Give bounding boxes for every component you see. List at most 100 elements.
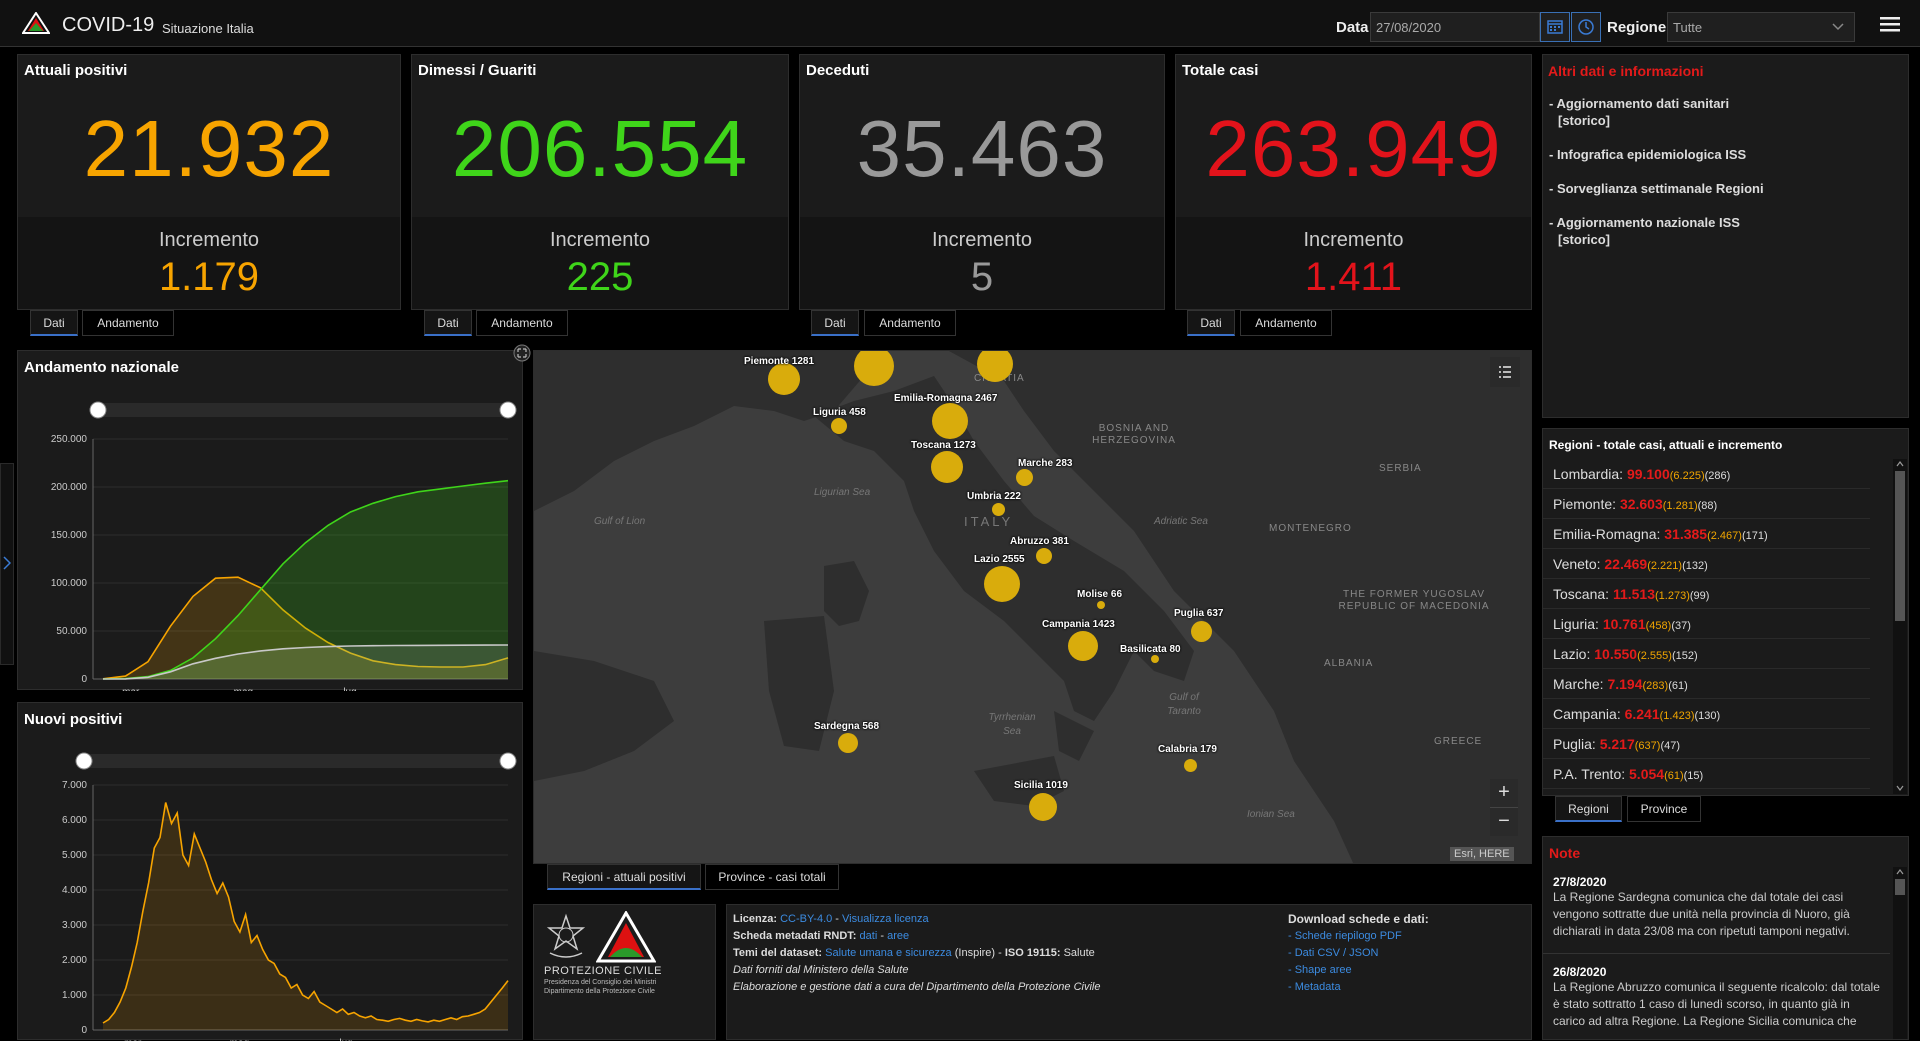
region-row[interactable]: Emilia-Romagna: 31.385(2.467)(171) [1543,519,1870,549]
hamburger-menu-icon[interactable] [1880,16,1900,32]
region-increment: (99) [1689,590,1710,602]
map-bubble-sicilia[interactable] [1029,793,1057,821]
range-slider-track[interactable] [84,754,508,768]
map-bubble-toscana[interactable] [931,451,963,483]
region-row[interactable]: Piemonte: 32.603(1.281)(88) [1543,489,1870,519]
link-storico-iss[interactable]: [storico] [1558,232,1610,247]
region-row[interactable]: Veneto: 22.469(2.221)(132) [1543,549,1870,579]
tab-dati[interactable]: Dati [424,310,472,336]
map-bubble-emilia-romagna[interactable] [932,403,968,439]
region-attuali: (2.221) [1647,560,1683,572]
download-link-shape[interactable]: - Shape aree [1288,964,1352,976]
scroll-thumb[interactable] [1895,471,1905,621]
tab-regioni[interactable]: Regioni [1555,796,1622,822]
series-line[interactable] [102,479,509,680]
map-bubble-abruzzo[interactable] [1036,548,1052,564]
kpi-increment: 1.179 [158,255,260,299]
region-row[interactable]: Lombardia: 99.100(6.225)(286) [1543,459,1870,489]
tab-andamento[interactable]: Andamento [82,310,174,336]
map-panel[interactable]: CROATIA BOSNIA AND HERZEGOVINA SERBIA MO… [533,350,1532,864]
tab-province-casi[interactable]: Province - casi totali [705,864,839,890]
map-bubble-lombardia[interactable] [854,351,894,386]
temi-link[interactable]: Salute umana e sicurezza [825,947,952,959]
y-tick-label: 1.000 [62,990,87,1001]
series-line[interactable] [102,576,509,680]
map-bubble-campania[interactable] [1068,631,1098,661]
visualizza-licenza-link[interactable]: Visualizza licenza [842,913,929,925]
scheda-aree-link[interactable]: aree [887,930,910,942]
layer-list-button[interactable] [1490,357,1520,387]
expand-icon[interactable] [513,344,531,362]
tab-andamento[interactable]: Andamento [476,310,568,336]
link-aggiornamento-iss[interactable]: - Aggiornamento nazionale ISS [1549,215,1740,230]
scroll-up-icon[interactable] [1896,461,1904,467]
map-bubble-veneto[interactable] [977,351,1013,382]
link-aggiornamento-dati[interactable]: - Aggiornamento dati sanitari [1549,96,1730,111]
scroll-up-icon[interactable] [1896,869,1904,875]
region-total: 5.217 [1599,736,1635,752]
geo-label: SERBIA [1379,463,1422,474]
side-panel-toggle[interactable] [0,463,14,665]
range-slider-handle-left[interactable] [89,401,107,419]
zoom-in-button[interactable]: + [1490,779,1518,807]
kpi-title: Attuali positivi [24,62,128,79]
map-bubble-basilicata[interactable] [1151,655,1159,663]
range-slider-track[interactable] [98,403,508,417]
region-row[interactable]: Campania: 6.241(1.423)(130) [1543,699,1870,729]
tab-dati[interactable]: Dati [1187,310,1235,336]
range-slider-handle-left[interactable] [75,752,93,770]
tab-dati[interactable]: Dati [811,310,859,336]
series-line[interactable] [102,802,509,1024]
regions-scrollbar[interactable] [1893,459,1907,794]
top-bar: COVID-19 Situazione Italia Data 27/08/20… [0,0,1920,47]
map-bubble-piemonte[interactable] [768,363,800,395]
region-row[interactable]: Toscana: 11.513(1.273)(99) [1543,579,1870,609]
region-row[interactable]: Puglia: 5.217(637)(47) [1543,729,1870,759]
scroll-thumb[interactable] [1895,879,1905,895]
map-bubble-sardegna[interactable] [838,733,858,753]
tab-dati[interactable]: Dati [30,310,78,336]
download-link-metadata[interactable]: - Metadata [1288,981,1341,993]
region-row[interactable]: Lazio: 10.550(2.555)(152) [1543,639,1870,669]
map-bubble-lazio[interactable] [984,566,1020,602]
geo-label: MONTENEGRO [1269,523,1352,534]
date-input[interactable]: 27/08/2020 [1370,12,1540,42]
region-select[interactable]: Tutte [1667,12,1855,42]
notes-scrollbar[interactable] [1893,867,1907,1039]
tab-province[interactable]: Province [1627,796,1701,822]
map-bubble-marche[interactable] [1016,469,1033,486]
tab-andamento[interactable]: Andamento [864,310,956,336]
link-storico[interactable]: [storico] [1558,113,1610,128]
sea-label: Ligurian Sea [814,487,871,498]
link-infografica-iss[interactable]: - Infografica epidemiologica ISS [1549,147,1747,162]
map-bubble-umbria[interactable] [992,503,1005,516]
licenza-link[interactable]: CC-BY-4.0 [780,913,833,925]
map-bubble-liguria[interactable] [831,418,847,434]
map-region-label: Sardegna 568 [814,721,880,732]
region-name: Toscana: [1553,586,1610,602]
map-bubble-calabria[interactable] [1184,759,1197,772]
time-button[interactable] [1571,12,1601,42]
region-row[interactable]: Liguria: 10.761(458)(37) [1543,609,1870,639]
range-slider-handle-right[interactable] [499,401,517,419]
region-row[interactable]: P.A. Trento: 5.054(61)(15) [1543,759,1870,789]
range-slider-handle-right[interactable] [499,752,517,770]
tab-andamento[interactable]: Andamento [1240,310,1332,336]
download-link-csv[interactable]: - Dati CSV / JSON [1288,947,1379,959]
download-link-pdf[interactable]: - Schede riepilogo PDF [1288,930,1402,942]
series-line[interactable] [102,644,509,680]
tab-regioni-attuali[interactable]: Regioni - attuali positivi [547,864,701,890]
region-row[interactable]: Marche: 7.194(283)(61) [1543,669,1870,699]
region-attuali: (283) [1642,680,1669,692]
zoom-out-button[interactable]: − [1490,807,1518,836]
region-name: P.A. Trento: [1553,766,1626,782]
scroll-down-icon[interactable] [1896,785,1904,791]
scheda-dati-link[interactable]: dati [859,930,878,942]
region-total: 99.100 [1626,466,1670,482]
map-bubble-puglia[interactable] [1191,621,1212,642]
calendar-button[interactable] [1540,12,1570,42]
map-bubble-molise[interactable] [1097,601,1105,609]
link-sorveglianza-regioni[interactable]: - Sorveglianza settimanale Regioni [1549,181,1764,196]
kpi-title: Dimessi / Guariti [418,62,537,79]
geo-label: ITALY [964,514,1014,529]
